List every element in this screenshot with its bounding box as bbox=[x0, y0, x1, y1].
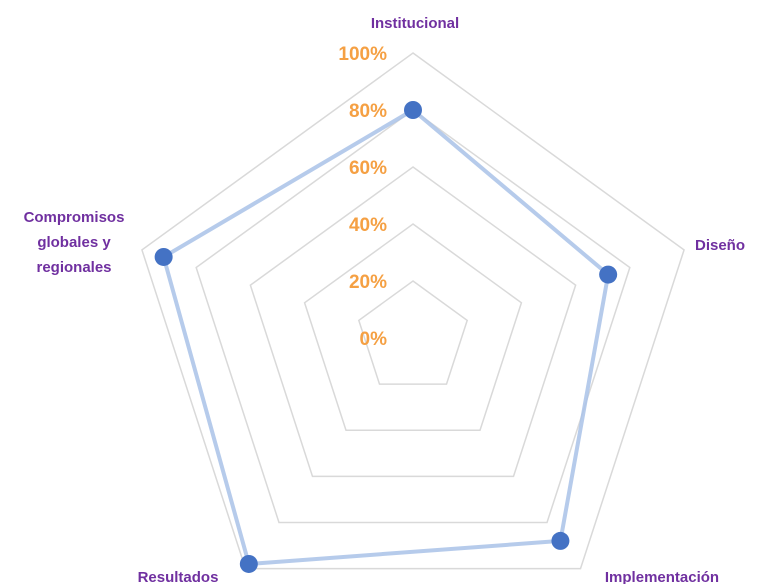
data-point-1 bbox=[404, 101, 422, 119]
grid-ring-20pct bbox=[357, 280, 469, 385]
category-label-3: Implementación bbox=[605, 569, 719, 584]
data-point-4 bbox=[239, 554, 258, 573]
category-label-1: Institucional bbox=[371, 15, 459, 32]
grid-ring-40pct bbox=[303, 223, 523, 431]
grid-ring-100pct bbox=[141, 52, 685, 570]
tick-label-80pct: 80% bbox=[349, 101, 387, 122]
category-label-4: Resultados bbox=[138, 569, 219, 584]
radial-tick-labels: 0% 20% 40% 60% 80% 100% bbox=[338, 44, 387, 350]
category-labels: Institucional Diseño Implementación Resulta… bbox=[24, 15, 745, 584]
tick-label-20pct: 20% bbox=[349, 272, 387, 293]
data-point-2 bbox=[599, 265, 618, 284]
radar-grid bbox=[141, 52, 685, 570]
tick-label-40pct: 40% bbox=[349, 215, 387, 236]
tick-label-60pct: 60% bbox=[349, 158, 387, 179]
tick-label-0pct: 0% bbox=[360, 329, 388, 350]
grid-ring-60pct bbox=[249, 166, 577, 478]
grid-ring-80pct bbox=[195, 109, 631, 524]
tick-label-100pct: 100% bbox=[338, 44, 387, 65]
data-point-5 bbox=[154, 247, 173, 266]
category-label-5: Compromisos globales y regionales bbox=[24, 209, 125, 276]
data-point-3 bbox=[551, 531, 570, 550]
radar-series bbox=[154, 101, 618, 573]
category-label-2: Diseño bbox=[695, 237, 745, 254]
series-line bbox=[161, 108, 611, 566]
